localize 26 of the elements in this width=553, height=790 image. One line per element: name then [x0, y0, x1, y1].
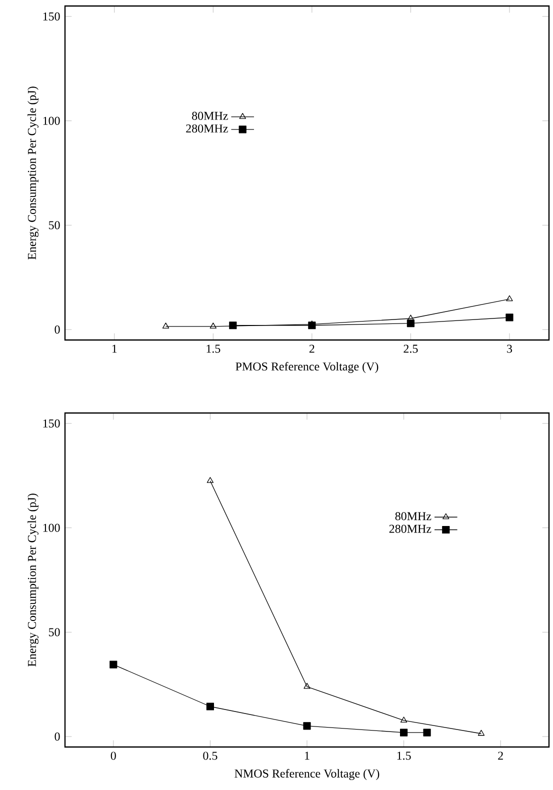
- y-axis-title: Energy Consumption Per Cycle (pJ): [28, 86, 38, 260]
- x-tick-label: 2.5: [404, 344, 418, 353]
- legend-label: 280MHz: [186, 124, 228, 133]
- y-tick-label: 50: [48, 221, 60, 230]
- x-tick-label: 3: [507, 344, 512, 353]
- y-tick-label: 150: [43, 419, 60, 428]
- y-axis-title: Energy Consumption Per Cycle (pJ): [28, 494, 38, 667]
- y-tick-label: 150: [43, 12, 60, 20]
- x-axis-title: NMOS Reference Voltage (V): [234, 769, 380, 780]
- legend-label: 80MHz: [395, 512, 432, 520]
- x-tick-label: 1: [305, 752, 310, 760]
- y-tick-label: 0: [54, 732, 60, 741]
- x-tick-label: 2: [498, 752, 503, 760]
- legend-label: 80MHz: [192, 112, 228, 120]
- y-tick-label: 100: [43, 116, 60, 125]
- x-tick-label: 1.5: [397, 752, 411, 760]
- x-axis-title: PMOS Reference Voltage (V): [236, 362, 378, 374]
- x-tick-label: 1.5: [206, 344, 220, 353]
- x-tick-label: 0: [110, 752, 116, 760]
- x-tick-label: 2: [309, 344, 314, 353]
- y-tick-label: 50: [48, 628, 60, 636]
- y-tick-label: 0: [54, 326, 60, 334]
- x-tick-label: 0.5: [203, 752, 218, 760]
- legend-label: 280MHz: [389, 524, 432, 533]
- x-tick-label: 1: [112, 344, 117, 353]
- y-tick-label: 100: [43, 524, 60, 532]
